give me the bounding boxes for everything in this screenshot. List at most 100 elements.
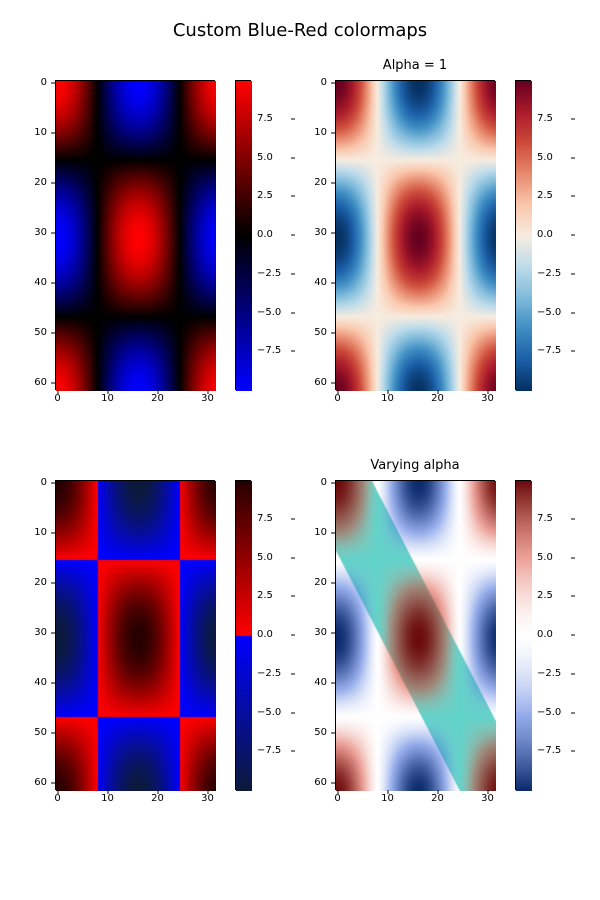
y-tick-mark <box>331 532 335 533</box>
colorbar-tick-label: 7.5 <box>257 114 273 124</box>
y-tick-mark <box>331 682 335 683</box>
y-tick-mark <box>51 332 55 333</box>
y-tick-label: 40 <box>34 678 47 688</box>
colorbar-tick-label: −5.0 <box>537 308 561 318</box>
colorbar-ticks: −7.5−5.0−2.50.02.55.07.5 <box>251 480 291 790</box>
y-tick-label: 20 <box>314 178 327 188</box>
colorbar <box>235 80 251 390</box>
colorbar-canvas <box>516 81 532 391</box>
y-ticks: 0102030405060 <box>295 480 335 790</box>
colorbar-tick-mark <box>571 273 575 274</box>
y-tick-mark <box>51 282 55 283</box>
colorbar-tick-label: −5.0 <box>257 308 281 318</box>
heatmap-axes <box>55 480 215 790</box>
y-tick-label: 10 <box>34 528 47 538</box>
x-tick-label: 30 <box>201 394 214 404</box>
y-tick-label: 10 <box>314 528 327 538</box>
colorbar-tick-label: −2.5 <box>257 269 281 279</box>
colorbar-tick-mark <box>571 157 575 158</box>
y-tick-label: 30 <box>314 628 327 638</box>
colorbar-tick-mark <box>571 235 575 236</box>
colorbar-tick-mark <box>571 312 575 313</box>
y-tick-label: 0 <box>41 78 47 88</box>
y-tick-label: 30 <box>34 628 47 638</box>
y-ticks: 0102030405060 <box>295 80 335 390</box>
colorbar-tick-label: 0.0 <box>537 630 553 640</box>
y-tick-mark <box>51 182 55 183</box>
y-tick-label: 60 <box>314 778 327 788</box>
y-tick-label: 20 <box>34 578 47 588</box>
heatmap-axes <box>335 480 495 790</box>
x-tick-label: 20 <box>431 394 444 404</box>
y-tick-mark <box>51 682 55 683</box>
y-tick-label: 60 <box>34 378 47 388</box>
figure-suptitle: Custom Blue-Red colormaps <box>0 20 600 41</box>
y-tick-label: 20 <box>34 178 47 188</box>
y-tick-mark <box>51 132 55 133</box>
y-tick-mark <box>331 382 335 383</box>
y-tick-label: 40 <box>314 278 327 288</box>
y-tick-mark <box>331 332 335 333</box>
colorbar-tick-mark <box>571 751 575 752</box>
x-tick-label: 30 <box>201 794 214 804</box>
y-tick-mark <box>331 782 335 783</box>
colorbar-tick-label: −7.5 <box>537 746 561 756</box>
colorbar-tick-mark <box>571 118 575 119</box>
heatmap-canvas <box>336 481 496 791</box>
y-tick-mark <box>331 482 335 483</box>
colorbar-tick-label: −2.5 <box>537 269 561 279</box>
y-tick-mark <box>51 382 55 383</box>
y-tick-mark <box>51 782 55 783</box>
x-tick-label: 0 <box>54 794 60 804</box>
y-tick-label: 10 <box>34 128 47 138</box>
y-tick-label: 0 <box>321 478 327 488</box>
heatmap-axes <box>55 80 215 390</box>
colorbar-tick-label: 0.0 <box>537 230 553 240</box>
colorbar-tick-label: 7.5 <box>537 514 553 524</box>
colorbar-tick-label: 5.0 <box>257 153 273 163</box>
colorbar <box>235 480 251 790</box>
colorbar-tick-label: 2.5 <box>257 591 273 601</box>
x-tick-label: 10 <box>381 794 394 804</box>
y-tick-label: 60 <box>314 378 327 388</box>
y-tick-mark <box>51 82 55 83</box>
y-ticks: 0102030405060 <box>15 80 55 390</box>
x-tick-label: 30 <box>481 394 494 404</box>
y-tick-mark <box>51 582 55 583</box>
x-tick-label: 30 <box>481 794 494 804</box>
y-tick-label: 60 <box>34 778 47 788</box>
colorbar-tick-label: 0.0 <box>257 630 273 640</box>
colorbar-tick-mark <box>571 596 575 597</box>
y-tick-label: 0 <box>321 78 327 88</box>
colorbar-tick-label: 5.0 <box>537 153 553 163</box>
y-tick-mark <box>331 132 335 133</box>
colorbar-tick-label: −5.0 <box>537 708 561 718</box>
subplot-title: Alpha = 1 <box>335 58 495 73</box>
y-tick-mark <box>331 582 335 583</box>
y-tick-mark <box>51 482 55 483</box>
colorbar-tick-label: 2.5 <box>537 591 553 601</box>
y-tick-mark <box>331 182 335 183</box>
x-tick-label: 0 <box>334 794 340 804</box>
colorbar-tick-mark <box>571 635 575 636</box>
y-tick-mark <box>51 632 55 633</box>
colorbar-tick-mark <box>571 518 575 519</box>
colorbar-tick-mark <box>571 196 575 197</box>
colorbar-canvas <box>516 481 532 791</box>
y-tick-label: 40 <box>34 278 47 288</box>
colorbar-tick-label: 7.5 <box>537 114 553 124</box>
colorbar-tick-mark <box>571 351 575 352</box>
y-tick-mark <box>51 232 55 233</box>
colorbar-tick-label: 5.0 <box>537 553 553 563</box>
y-tick-mark <box>331 632 335 633</box>
colorbar-tick-mark <box>571 712 575 713</box>
colorbar-tick-label: −7.5 <box>257 346 281 356</box>
colorbar-ticks: −7.5−5.0−2.50.02.55.07.5 <box>531 80 571 390</box>
x-tick-label: 20 <box>431 794 444 804</box>
y-tick-mark <box>331 732 335 733</box>
y-tick-label: 50 <box>314 728 327 738</box>
colorbar-tick-label: 2.5 <box>257 191 273 201</box>
y-tick-label: 50 <box>314 328 327 338</box>
figure: Custom Blue-Red colormaps 0 10 20 30 0 10 20 30… <box>0 0 600 900</box>
x-tick-label: 20 <box>151 794 164 804</box>
